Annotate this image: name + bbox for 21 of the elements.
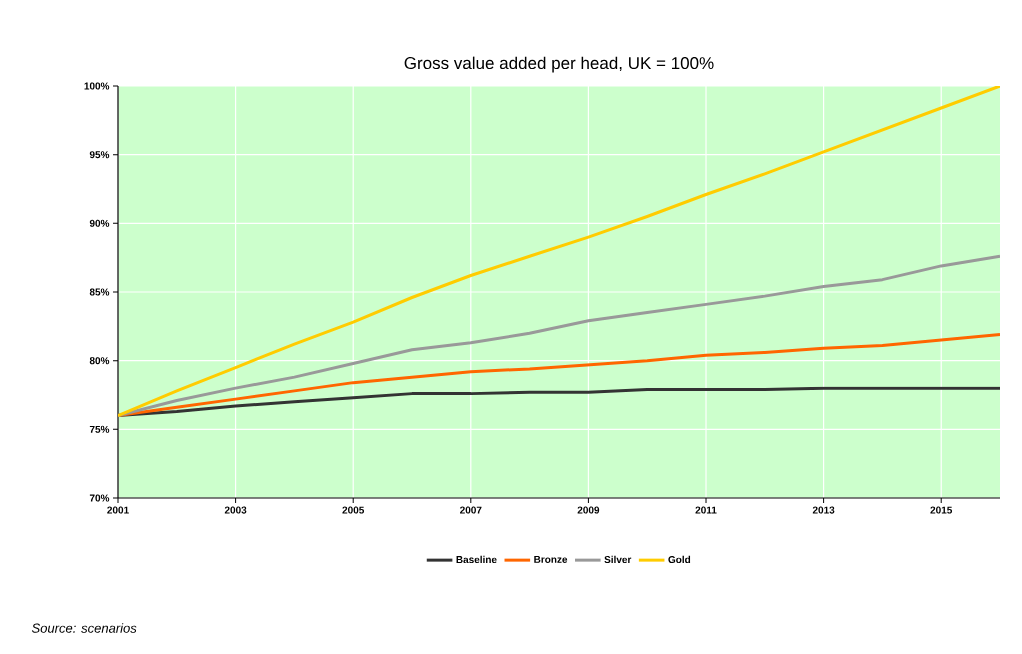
x-tick-label: 2005 [342,506,365,514]
legend-label: Bronze [534,555,568,563]
y-tick-label: 80% [89,357,110,365]
y-tick-label: 70% [89,494,110,502]
y-tick-label: 100% [84,82,110,90]
x-tick-label: 2011 [695,506,717,514]
x-tick-label: 2009 [577,506,600,514]
y-tick-label: 85% [89,288,110,296]
legend-label: Baseline [456,555,497,564]
x-tick-label: 2001 [107,506,129,514]
legend-label: Silver [604,555,632,564]
chart-title: Gross value added per head, UK = 100% [404,56,714,73]
x-tick-label: 2013 [812,506,835,514]
y-tick-label: 95% [89,151,110,159]
source-note: Source: scenarios [31,623,137,633]
x-tick-label: 2007 [460,506,482,514]
x-tick-label: 2015 [930,506,953,514]
x-tick-label: 2003 [224,506,247,514]
y-tick-label: 90% [89,219,110,227]
y-tick-label: 75% [89,425,110,433]
legend-label: Gold [668,555,691,564]
